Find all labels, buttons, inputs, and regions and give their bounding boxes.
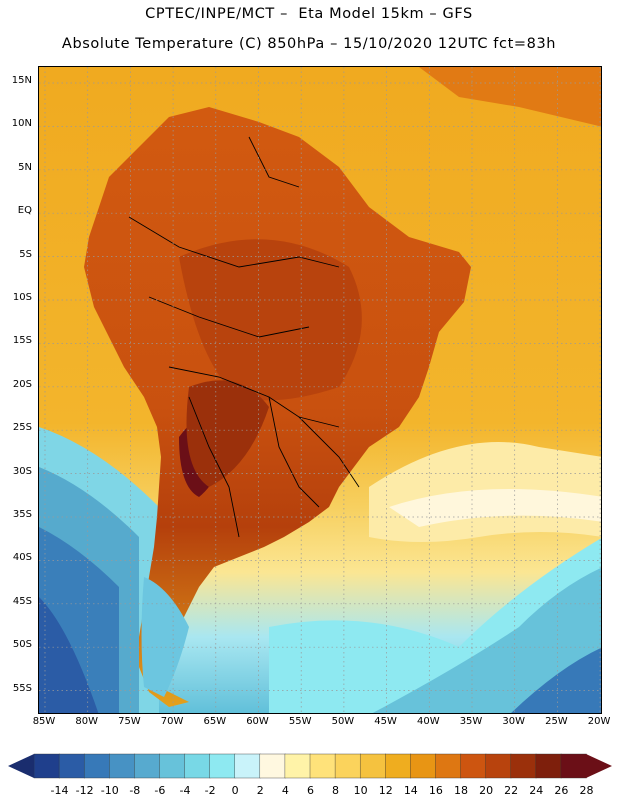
colorbar-label: 6 [306, 784, 314, 797]
colorbar-swatch [184, 753, 211, 779]
colorbar-swatch [485, 753, 512, 779]
lon-label: 45W [374, 716, 397, 727]
lat-label: 10S [12, 292, 32, 303]
colorbar-label: 8 [332, 784, 340, 797]
lat-label: 40S [12, 552, 32, 564]
colorbar-swatch [510, 753, 537, 779]
colorbar-label: -12 [75, 784, 94, 797]
lat-label: 35S [12, 509, 32, 520]
colorbar-label: 2 [256, 784, 264, 797]
colorbar-label: -4 [179, 784, 191, 797]
colorbar-swatch [410, 753, 437, 779]
colorbar-swatch [33, 753, 60, 779]
colorbar-swatch [209, 753, 236, 779]
cold-patagonia [141, 577, 189, 697]
colder-atlantic [372, 567, 601, 713]
colorbar-swatch [109, 753, 136, 779]
title-field: Absolute Temperature (C) 850hPa – 15/10/… [61, 36, 557, 52]
lon-label: 50W [331, 716, 355, 727]
colorbar-swatch [460, 753, 487, 779]
lat-label: 5S [19, 248, 32, 260]
coldest-atlantic [511, 647, 601, 713]
lat-label: 30S [12, 465, 32, 477]
lon-label: 35W [459, 716, 483, 727]
map-canvas [39, 67, 601, 713]
lat-label: 15N [11, 75, 32, 86]
lon-label: 20W [587, 716, 611, 727]
title-model: CPTEC/INPE/MCT – Eta Model 15km – GFS [145, 6, 473, 22]
colorbar-swatch [234, 753, 261, 779]
lat-lon-grid [39, 67, 601, 713]
lon-label: 80W [75, 716, 98, 727]
lon-label: 75W [118, 716, 141, 727]
colorbar-label: -10 [100, 784, 119, 797]
colorbar-swatch [560, 753, 587, 779]
colorbar-swatch [359, 753, 386, 779]
colorbar-label: 18 [454, 784, 468, 797]
colorbar-label: 12 [378, 784, 393, 797]
colorbar-label: 26 [554, 784, 569, 797]
lat-label: 50S [12, 639, 32, 651]
colorbar [8, 753, 612, 779]
temperature-map [38, 66, 602, 714]
colorbar-swatch [159, 753, 186, 779]
colorbar-label: 28 [579, 784, 594, 797]
colorbar-label: -8 [129, 784, 141, 797]
colorbar-label: -2 [204, 784, 216, 797]
colorbar-swatch [284, 753, 311, 779]
colorbar-label: -14 [50, 784, 69, 797]
cream-band [389, 489, 601, 527]
lon-label: 25W [545, 716, 568, 727]
colorbar-swatch [58, 753, 85, 779]
lon-label: 30W [502, 716, 525, 727]
colorbar-label: 0 [231, 784, 239, 797]
lat-label: 10N [11, 118, 32, 130]
colorbar-label: 16 [428, 784, 443, 797]
colorbar-label: 20 [479, 784, 494, 797]
lat-label: 15S [12, 335, 32, 347]
colorbar-label: 10 [353, 784, 368, 797]
colorbar-swatch [535, 753, 562, 779]
lon-label: 70W [160, 716, 184, 727]
warm-tropical-atlantic [419, 67, 601, 127]
lat-label: EQ [17, 205, 32, 217]
colorbar-swatch [385, 753, 412, 779]
colorbar-label: 4 [281, 784, 289, 797]
lon-label: 85W [32, 716, 56, 727]
hot-interior [179, 239, 362, 401]
colorbar-label: 24 [529, 784, 544, 797]
lon-label: 40W [416, 716, 440, 727]
hot-chaco [186, 380, 269, 487]
colorbar-label: 14 [403, 784, 418, 797]
colorbar-swatch [83, 753, 110, 779]
lat-label: 55S [12, 682, 32, 694]
colorbar-swatch [309, 753, 336, 779]
colorbar-swatch [259, 753, 286, 779]
colorbar-swatch [134, 753, 161, 779]
colorbar-label: -6 [154, 784, 166, 797]
country-borders [128, 136, 360, 538]
lat-label: 20S [12, 378, 32, 390]
colorbar-swatch [435, 753, 462, 779]
colorbar-swatch [334, 753, 361, 779]
lat-label: 45S [12, 595, 32, 607]
lon-label: 60W [246, 716, 269, 727]
lat-label: 25S [12, 422, 32, 434]
lon-label: 55W [288, 716, 312, 727]
lat-label: 5N [18, 161, 32, 173]
colorbar-high-arrow [586, 754, 612, 778]
colorbar-low-arrow [8, 754, 34, 778]
lon-label: 65W [203, 716, 227, 727]
colorbar-label: 22 [504, 784, 519, 797]
deep-cold-pacific [39, 597, 99, 713]
